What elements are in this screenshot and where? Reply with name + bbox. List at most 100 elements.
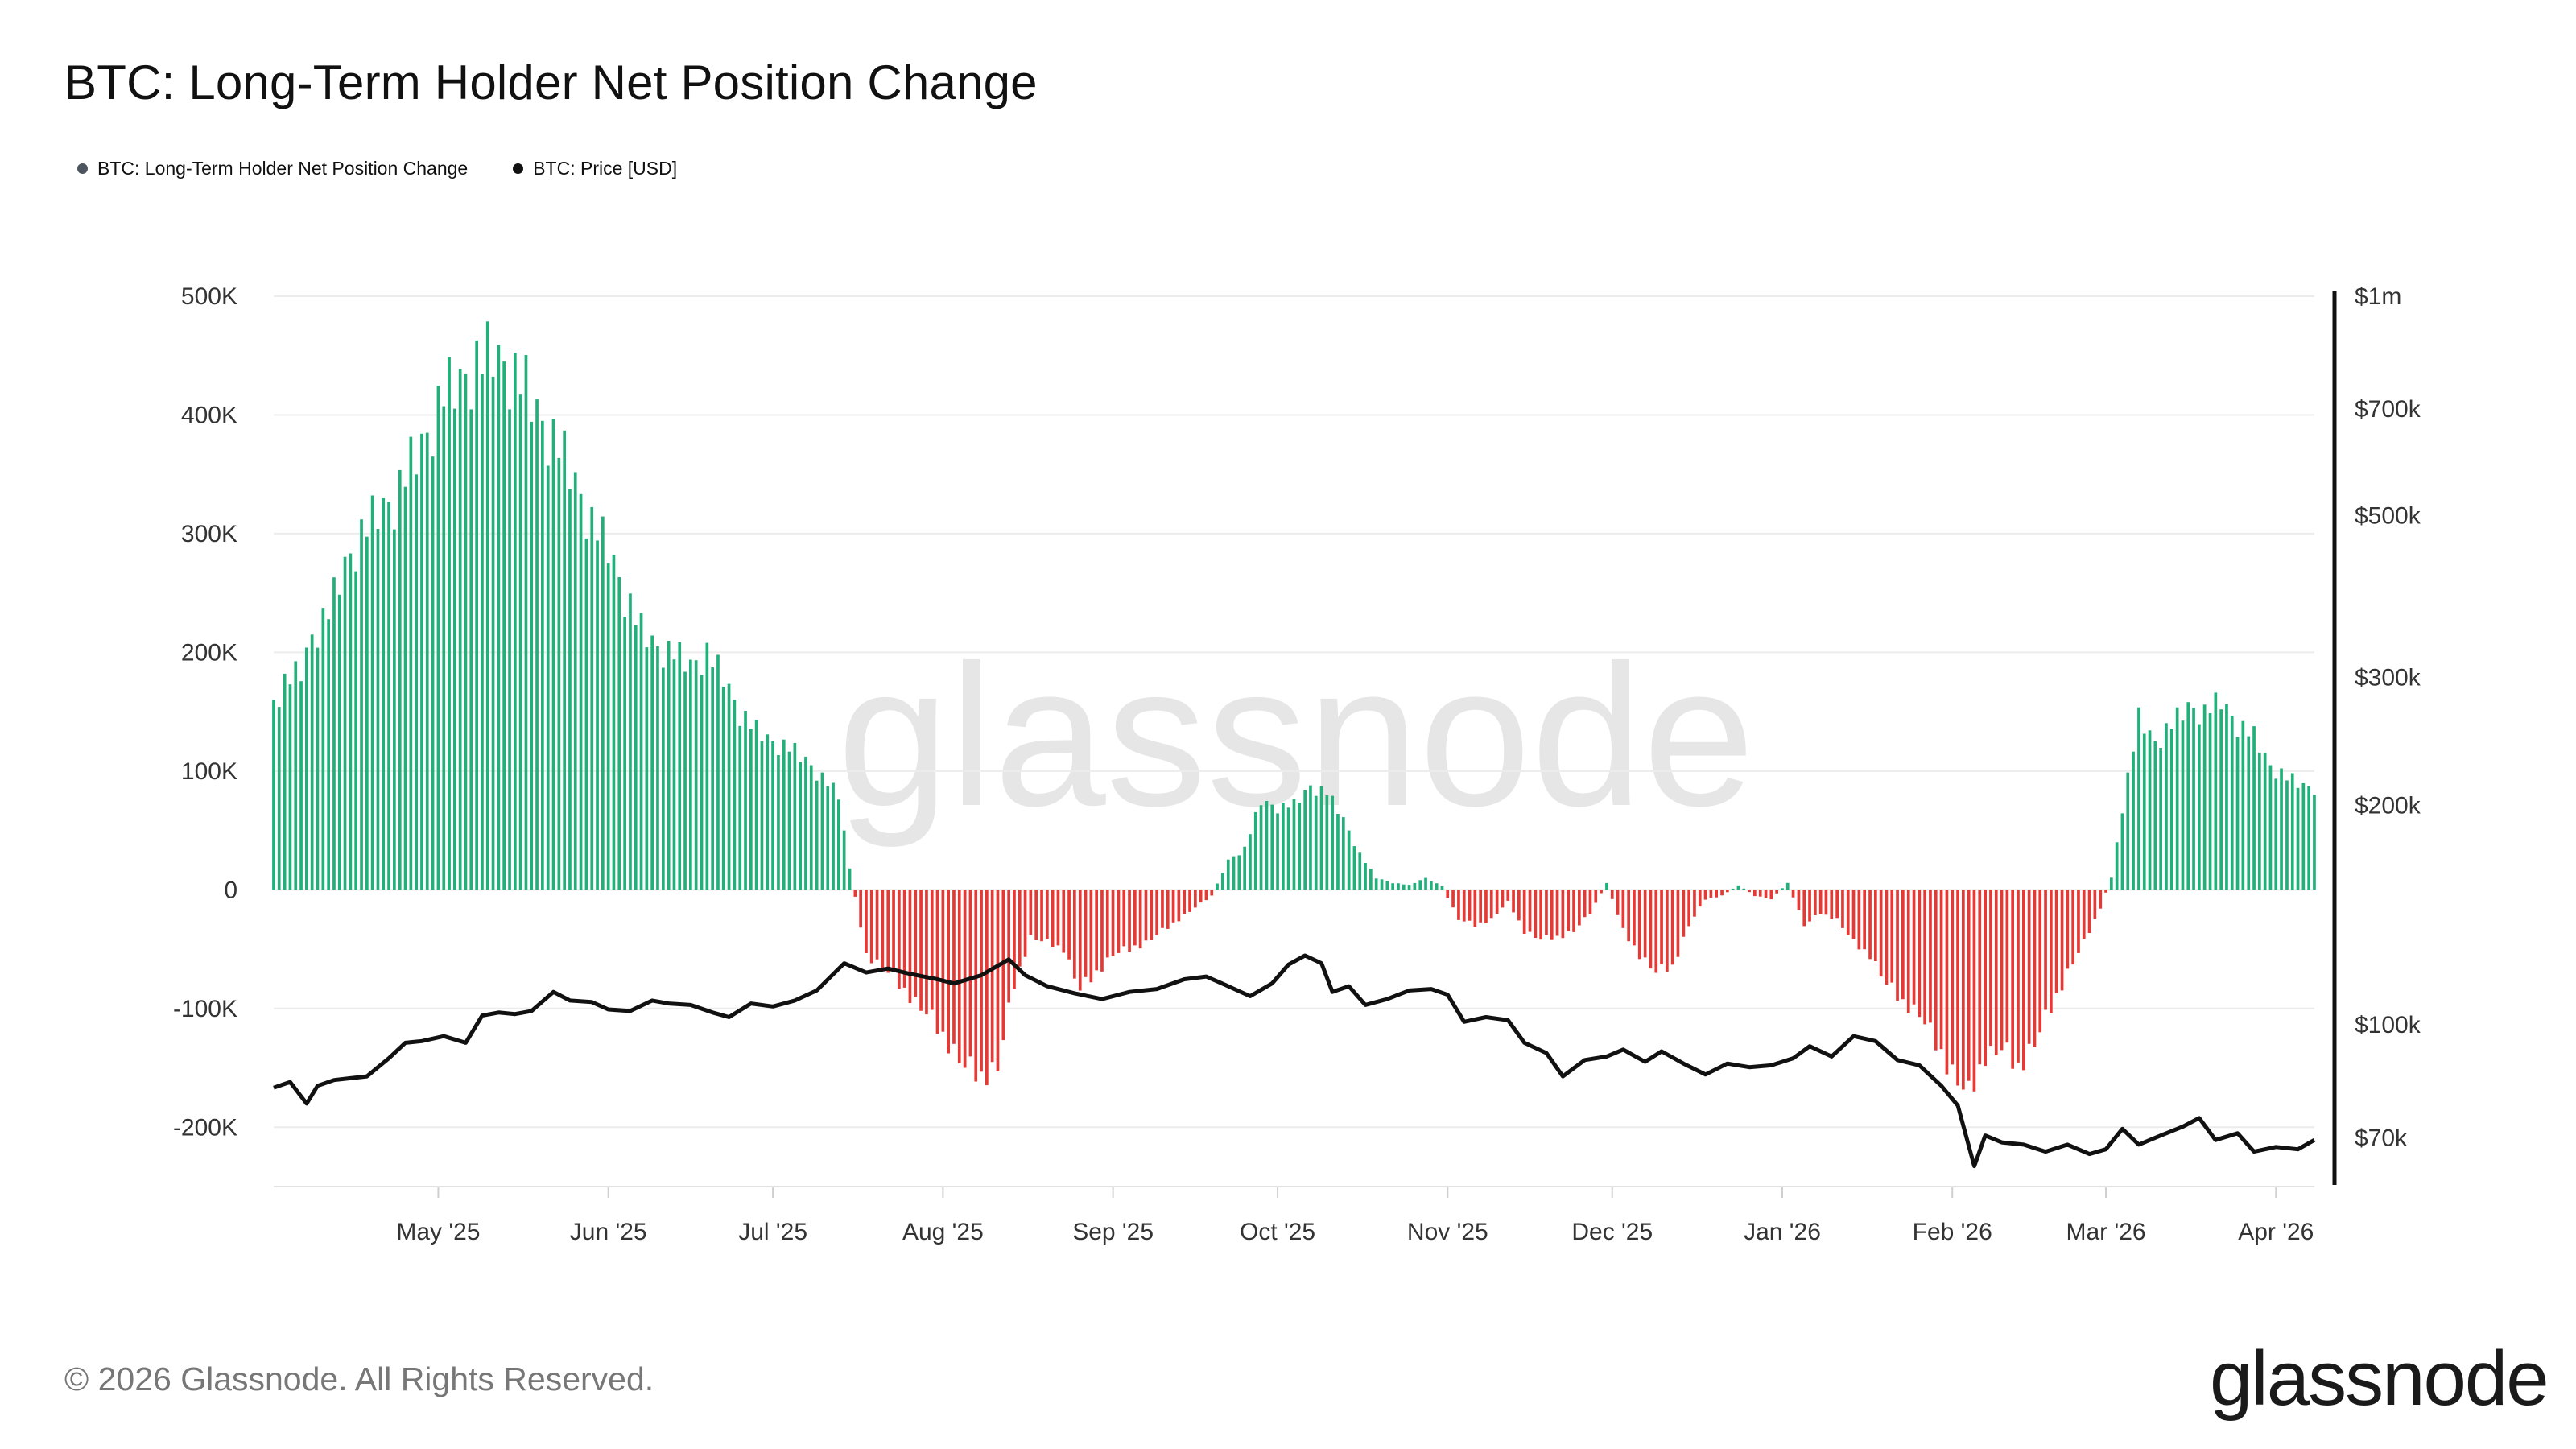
net-position-bar [2099,890,2103,909]
net-position-bar [508,409,511,890]
net-position-bar [1890,890,1894,983]
net-position-bar [458,369,462,890]
net-position-bar [865,890,868,953]
net-position-bar [491,376,495,890]
net-position-bar [1918,890,1922,1018]
net-position-bar [1594,890,1598,903]
net-position-bar [2296,787,2300,890]
net-position-bar [1243,846,1246,890]
net-position-bar [1391,883,1394,890]
net-position-bar [2148,730,2152,890]
net-position-bar [2022,890,2025,1071]
net-position-bar [1726,890,1729,893]
net-position-bar [1572,890,1575,932]
net-position-bar [832,782,835,890]
net-position-bar [1621,890,1625,928]
net-position-bar [2077,890,2080,953]
net-position-bar [1369,869,1373,890]
net-position-bar [1413,882,1417,890]
net-position-bar [1654,890,1658,973]
net-position-bar [1331,795,1334,890]
net-position-bar [1896,890,1899,1001]
net-position-bar [1314,795,1318,890]
net-position-bar [1067,890,1071,960]
net-position-bar [754,720,758,890]
net-position-bar [1105,890,1109,958]
net-position-bar [2268,765,2273,890]
net-position-bar [1670,890,1674,965]
net-position-bar [881,890,885,969]
net-position-bar [886,890,890,973]
legend-item-net-position[interactable]: BTC: Long-Term Holder Net Position Chang… [77,158,468,180]
net-position-bar [332,577,336,890]
net-position-bar [310,634,314,890]
net-position-bar [1550,890,1554,940]
net-position-bar [514,353,517,890]
net-position-bar [2066,890,2070,969]
left-tick-label: -100K [173,996,237,1022]
net-position-bar [1062,890,1066,953]
net-position-bar [1863,890,1866,950]
net-position-bar [1084,890,1088,977]
net-position-bar [875,890,879,960]
net-position-bar [1495,890,1499,914]
net-position-bar [782,739,786,890]
net-position-bar [650,635,654,890]
net-position-bar [1545,890,1548,935]
right-tick-label: $700k [2355,396,2421,423]
net-position-bar [733,700,737,890]
net-position-bar [442,406,446,890]
net-position-bar [1885,890,1889,985]
net-position-bar [1649,890,1653,969]
x-tick-label: Jul '25 [738,1219,807,1245]
net-position-bar [2274,778,2278,890]
net-position-bar [1078,890,1082,991]
x-tick-label: Aug '25 [902,1219,984,1245]
net-position-bar [672,659,676,890]
net-position-bar [2175,707,2179,890]
net-position-bar [1040,890,1043,942]
net-position-bar [2169,729,2174,890]
net-position-bar [1709,890,1713,898]
net-position-bar [376,529,380,890]
net-position-bar [700,675,704,890]
net-position-bar [1703,890,1707,900]
x-tick-label: Jun '25 [570,1219,647,1245]
net-position-bar [1578,890,1581,926]
net-position-bar [1051,890,1055,947]
net-position-bar [305,647,308,890]
net-position-bar [1144,890,1148,941]
net-position-bar [1785,882,1790,890]
net-position-bar [546,465,550,890]
net-position-bar [941,890,945,1032]
net-position-bar [1407,885,1411,890]
net-position-bar [2165,723,2168,890]
net-position-bar [2230,716,2234,890]
net-position-bar [2120,813,2124,890]
net-position-bar [1309,785,1312,890]
net-position-bar [316,647,320,890]
net-position-bar [2027,890,2031,1044]
net-position-bar [1282,803,1285,890]
net-position-bar [2005,890,2009,1043]
net-position-bar [1627,890,1630,942]
net-position-bar [667,641,671,890]
net-position-bar [1468,890,1472,921]
net-position-bar [1934,890,1938,1051]
net-position-bar [524,355,528,890]
net-position-bar [606,563,610,890]
net-position-bar [1758,890,1762,897]
net-position-bar [448,357,451,890]
net-position-bar [1216,883,1219,890]
net-position-bars [272,321,2316,1092]
net-position-bar [1204,890,1208,901]
net-position-bar [283,673,287,890]
legend-item-price[interactable]: BTC: Price [USD] [513,158,677,180]
net-position-bar [1720,890,1724,896]
net-position-bar [277,707,281,890]
net-position-bar [1764,890,1768,898]
net-position-bar [1818,890,1823,914]
net-position-bar [2110,877,2113,890]
net-position-bar [1501,890,1505,908]
